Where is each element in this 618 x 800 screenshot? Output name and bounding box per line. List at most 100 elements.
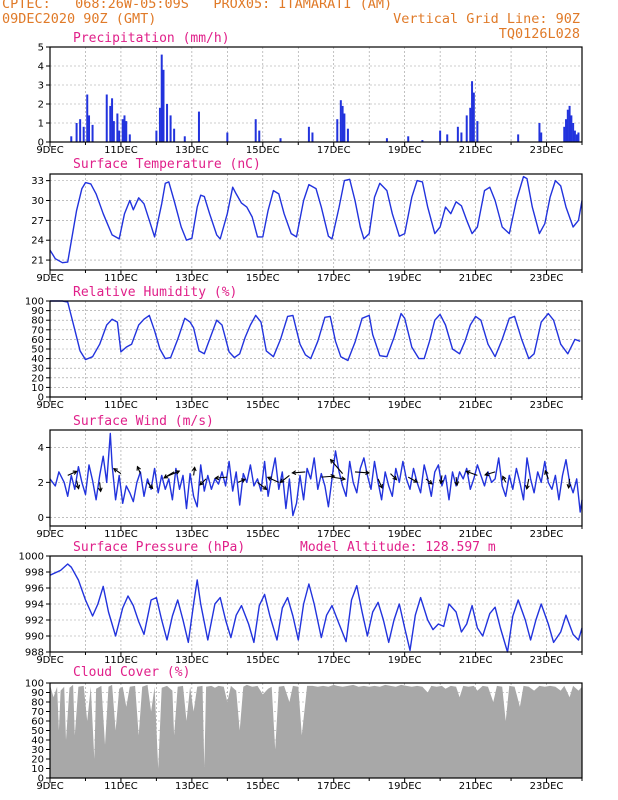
rh-xtick-label: 21DEC [459, 400, 493, 411]
precip-bar [538, 123, 541, 142]
pres-ytick-label: 998 [25, 568, 44, 579]
precip-bar [118, 130, 121, 142]
wind-ytick-label: 0 [38, 513, 44, 524]
cloud-xtick-label: 21DEC [459, 781, 493, 792]
wind-arrow-head [413, 478, 419, 483]
precip-bar [160, 54, 163, 142]
rh-xtick-label: 15DEC [246, 400, 280, 411]
precip-ytick-label: 3 [38, 81, 44, 92]
wind-arrow-head [365, 470, 371, 476]
wind-arrow [147, 482, 153, 489]
wind-ytick-label: 2 [38, 478, 44, 489]
temp-xtick-label: 21DEC [459, 273, 493, 284]
precip-bar [573, 130, 576, 142]
precip-bar [517, 134, 520, 142]
wind-arrow-head [136, 465, 141, 471]
wind-arrow-head [112, 467, 118, 473]
cloud-ytick-label: 80 [31, 698, 44, 709]
wind-arrow [267, 476, 279, 483]
precip-bar [339, 100, 342, 142]
wind-xtick-label: 19DEC [388, 529, 422, 540]
wind-arrow-head [72, 470, 78, 475]
precip-bar [197, 111, 200, 142]
wind-xtick-label: 11DEC [104, 529, 138, 540]
rh-xtick-label: 23DEC [530, 400, 564, 411]
cloud-ytick-label: 40 [31, 736, 44, 747]
cloud-xtick-label: 11DEC [104, 781, 138, 792]
temp-xtick-label: 19DEC [388, 273, 422, 284]
temp-xtick-label: 11DEC [104, 273, 138, 284]
cloud-ytick-label: 30 [31, 745, 44, 756]
cloud-xtick-label: 17DEC [317, 781, 351, 792]
cloud-xtick-label: 15DEC [246, 781, 280, 792]
precip-bar [575, 134, 578, 142]
wind-arrow [199, 478, 207, 486]
wind-arrow-head [465, 470, 471, 475]
precip-bar [173, 128, 176, 142]
pres-xtick-label: 11DEC [104, 655, 138, 666]
wind-arrow-head [163, 474, 169, 479]
rh-xtick-label: 13DEC [175, 400, 209, 411]
wind-arrow-head [199, 480, 205, 486]
precip-bar [577, 132, 580, 142]
wind-arrow-head [191, 466, 197, 472]
cloud-xtick-label: 19DEC [388, 781, 422, 792]
rh-xtick-label: 17DEC [317, 400, 351, 411]
wind-arrow [193, 467, 196, 476]
precip-bar [155, 130, 158, 142]
pres-series-line [49, 563, 583, 653]
precip-bar [111, 98, 114, 142]
precip-xtick-label: 9DEC [36, 145, 63, 156]
wind-arrow-head [544, 469, 549, 475]
wind-arrow [484, 471, 496, 476]
rh-ytick-label: 90 [31, 306, 44, 317]
precip-bar [279, 138, 282, 142]
precip-bar [226, 132, 229, 142]
wind-arrow-head [97, 487, 103, 493]
precip-bar [341, 105, 344, 142]
precip-frame [49, 46, 583, 143]
rh-frame [49, 300, 583, 398]
temp-title: Surface Temperature (nC) [73, 157, 261, 172]
rh-ytick-label: 40 [31, 354, 44, 365]
wind-arrow-head [341, 476, 347, 482]
wind-arrow-head [502, 475, 507, 481]
precip-bar [565, 119, 568, 142]
wind-arrow [99, 482, 102, 492]
rh-xtick-label: 11DEC [104, 400, 138, 411]
precip-ytick-label: 5 [38, 43, 44, 54]
precip-bar [471, 81, 474, 142]
precip-bar [254, 119, 257, 142]
wind-arrow [568, 478, 571, 488]
precip-xtick-label: 17DEC [317, 145, 351, 156]
cloud-ytick-label: 90 [31, 688, 44, 699]
precip-bar [258, 130, 261, 142]
precip-bar [123, 115, 126, 142]
precip-bar [105, 94, 108, 142]
pres-xtick-label: 9DEC [36, 655, 63, 666]
rh-title: Relative Humidity (%) [73, 285, 237, 300]
precip-bar [79, 119, 82, 142]
rh-ytick-label: 100 [25, 297, 44, 308]
pres-ytick-label: 996 [25, 584, 44, 595]
wind-xtick-label: 17DEC [317, 529, 351, 540]
rh-ytick-label: 80 [31, 316, 44, 327]
wind-arrow-head [240, 478, 247, 483]
precip-bar [307, 126, 310, 142]
wind-arrow [292, 471, 306, 474]
precip-bar [169, 115, 172, 142]
wind-arrow-head [525, 484, 530, 490]
wind-arrow [257, 481, 267, 490]
pres-xtick-label: 13DEC [175, 655, 209, 666]
pres-xtick-label: 15DEC [246, 655, 280, 666]
temp-ytick-label: 30 [31, 196, 44, 207]
wind-arrow [544, 470, 549, 480]
rh-ytick-label: 70 [31, 325, 44, 336]
wind-arrow-head [378, 483, 383, 489]
wind-xtick-label: 13DEC [175, 529, 209, 540]
wind-arrow-head [566, 483, 572, 490]
precip-bar [460, 132, 463, 142]
precip-bar [125, 121, 128, 142]
cloud-ytick-label: 20 [31, 755, 44, 766]
cloud-ytick-label: 70 [31, 707, 44, 718]
